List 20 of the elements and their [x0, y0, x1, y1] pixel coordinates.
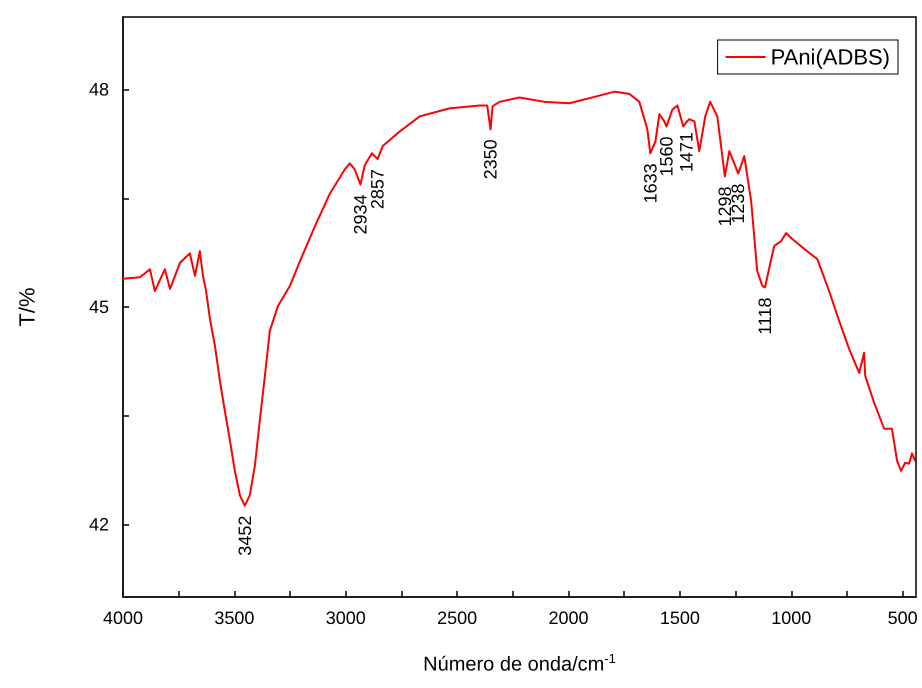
x-tick-label: 2000 — [548, 608, 589, 628]
x-tick-label: 1000 — [771, 608, 812, 628]
line-series — [122, 90, 916, 507]
legend-label: PAni(ADBS) — [770, 44, 890, 70]
x-tick-label: 4000 — [102, 608, 144, 628]
annotation: 2934 — [350, 194, 370, 235]
y-tick-label: 45 — [88, 297, 109, 317]
annotation: 2350 — [480, 139, 501, 180]
x-tick-label: 500 — [888, 608, 918, 628]
x-tick-label: 1500 — [660, 608, 700, 628]
y-tick-label: 42 — [88, 514, 109, 534]
x-tick-label: 2500 — [437, 608, 478, 628]
annotation: 2857 — [368, 169, 388, 210]
y-axis-title: T/% — [14, 287, 40, 327]
annotation: 1471 — [676, 132, 696, 172]
x-tick-label: 3500 — [214, 608, 254, 628]
y-tick-label: 48 — [88, 80, 109, 100]
annotation: 1118 — [754, 297, 775, 335]
annotation: 3452 — [235, 516, 256, 556]
x-tick-label: 3000 — [326, 608, 366, 628]
